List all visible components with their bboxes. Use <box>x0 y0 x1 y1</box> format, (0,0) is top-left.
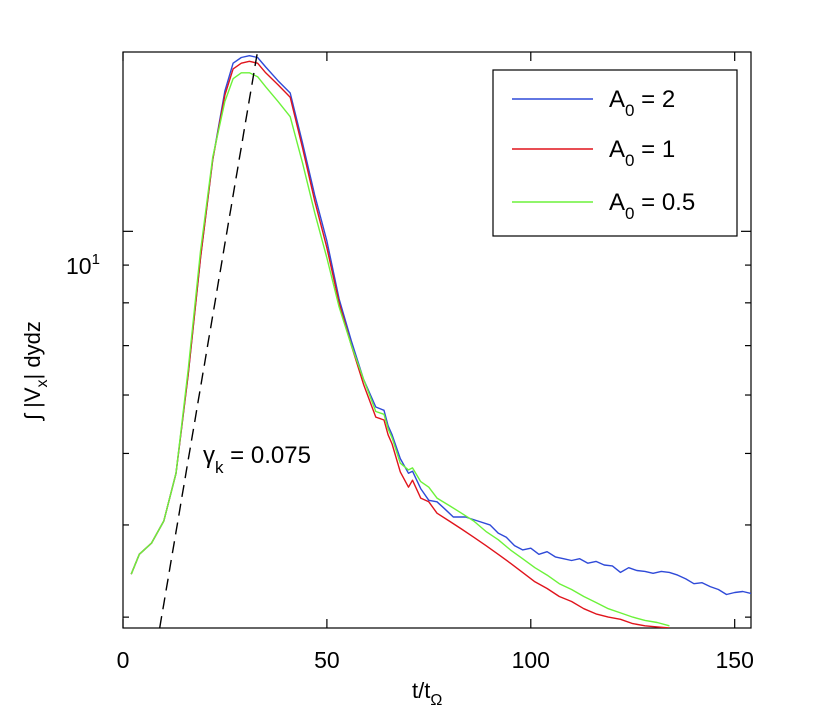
series-line <box>130 60 670 628</box>
legend-label-a1: A0 = 1 <box>609 136 675 170</box>
series-group <box>130 52 751 628</box>
fit-line-dashed <box>159 52 259 628</box>
x-tick-label: 150 <box>716 647 754 673</box>
x-tick-label: 100 <box>512 647 550 673</box>
y-tick-label-major: 101 <box>66 251 100 279</box>
plot-frame <box>122 51 752 629</box>
x-tick-label: 0 <box>117 647 130 673</box>
y-axis-label: ∫ |Vx| dydz <box>20 321 51 422</box>
legend: A0 = 2 A0 = 1 A0 = 0.5 <box>492 69 738 237</box>
legend-label-a2: A0 = 2 <box>609 86 675 120</box>
legend-box <box>492 69 738 237</box>
axis-ticks: 0 50 100 150 <box>117 52 754 673</box>
x-axis-label: t/tΩ <box>412 678 442 709</box>
series-line <box>130 55 751 596</box>
legend-label-a05: A0 = 0.5 <box>609 189 695 223</box>
fit-annotation: γk = 0.075 <box>203 442 311 477</box>
series-line <box>130 72 670 627</box>
x-tick-label: 50 <box>314 647 340 673</box>
